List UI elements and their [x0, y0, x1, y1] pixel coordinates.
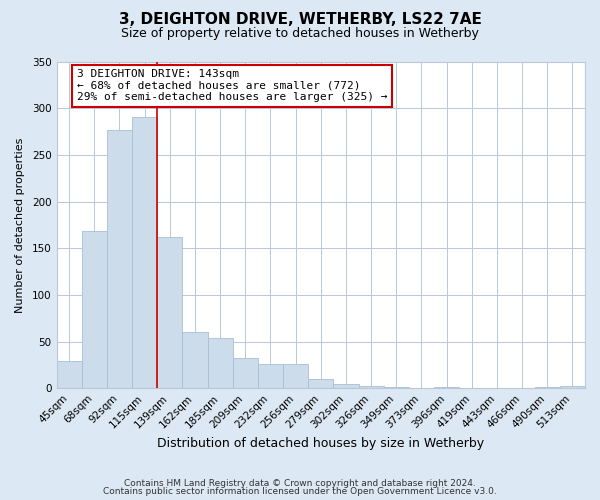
Y-axis label: Number of detached properties: Number of detached properties: [15, 137, 25, 312]
Bar: [56, 362, 82, 388]
Text: Size of property relative to detached houses in Wetherby: Size of property relative to detached ho…: [121, 28, 479, 40]
Bar: [334, 384, 359, 388]
Bar: [308, 379, 334, 388]
Bar: [132, 116, 157, 388]
Bar: [258, 364, 283, 388]
Bar: [107, 130, 132, 388]
Bar: [82, 232, 107, 388]
X-axis label: Distribution of detached houses by size in Wetherby: Distribution of detached houses by size …: [157, 437, 484, 450]
Text: Contains public sector information licensed under the Open Government Licence v3: Contains public sector information licen…: [103, 487, 497, 496]
Bar: [233, 358, 258, 388]
Text: 3, DEIGHTON DRIVE, WETHERBY, LS22 7AE: 3, DEIGHTON DRIVE, WETHERBY, LS22 7AE: [119, 12, 481, 28]
Bar: [182, 332, 208, 388]
Bar: [208, 338, 233, 388]
Text: 3 DEIGHTON DRIVE: 143sqm
← 68% of detached houses are smaller (772)
29% of semi-: 3 DEIGHTON DRIVE: 143sqm ← 68% of detach…: [77, 69, 387, 102]
Bar: [560, 386, 585, 388]
Text: Contains HM Land Registry data © Crown copyright and database right 2024.: Contains HM Land Registry data © Crown c…: [124, 478, 476, 488]
Bar: [359, 386, 383, 388]
Bar: [283, 364, 308, 388]
Bar: [157, 237, 182, 388]
